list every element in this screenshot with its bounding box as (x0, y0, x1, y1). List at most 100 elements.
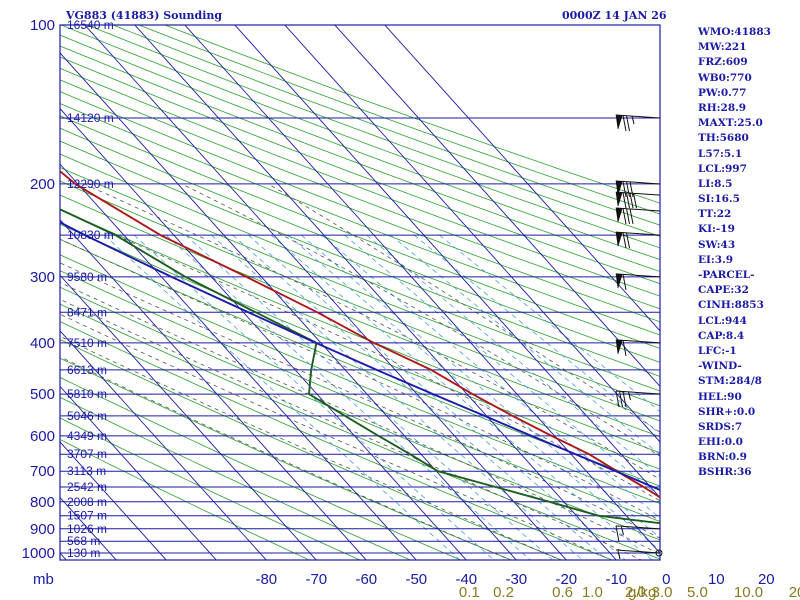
mixing-ratio-label: 5.0 (687, 584, 708, 600)
pressure-label: 200 (30, 176, 55, 193)
dry-adiabat (60, 396, 412, 560)
isotherm (60, 107, 467, 560)
height-label: 7510 m (67, 336, 107, 350)
wind-barb-400 (615, 339, 661, 356)
temperature-profile (60, 169, 660, 499)
height-label: 9580 m (67, 270, 107, 284)
pressure-label: 500 (30, 386, 55, 403)
wind-barb-half (631, 115, 635, 125)
index-entry: MAXT:25.0 (698, 117, 763, 130)
dry-adiabat (60, 270, 660, 522)
index-entry: LCL:944 (698, 314, 747, 327)
mixing-ratio-label: 10.0 (734, 584, 763, 600)
wind-barb-staff (615, 525, 661, 530)
isotherms (60, 25, 660, 560)
dry-adiabat (60, 91, 660, 323)
wind-barb-full (626, 208, 630, 225)
dry-adiabat (61, 25, 660, 249)
wind-barb-full (615, 390, 620, 408)
wind-barb-200 (615, 180, 661, 198)
dry-adiabat (60, 56, 660, 285)
dewpoint-profile (60, 208, 660, 525)
wind-barb-full (629, 192, 634, 209)
wind-barb-staff (615, 207, 661, 212)
mixing-ratio-unit-label: g/kg (628, 584, 656, 600)
wind-barb-full (622, 232, 627, 249)
index-entry: FRZ:609 (698, 56, 748, 69)
height-label: 3707 m (67, 447, 107, 461)
isotherm (334, 25, 660, 388)
dry-adiabat (60, 254, 660, 504)
wind-calm-circle (655, 549, 663, 557)
dry-adiabat (60, 321, 614, 560)
dry-adiabat (60, 223, 660, 470)
wind-barb-full (626, 115, 630, 132)
temperature-tick-label: -70 (305, 571, 327, 588)
isotherm (60, 441, 167, 560)
index-entry: BSHR:36 (698, 466, 752, 479)
temperature-tick-label: -20 (555, 571, 577, 588)
pressure-label: 100 (30, 17, 55, 34)
dry-adiabat (60, 34, 660, 261)
height-label: 5046 m (67, 409, 107, 423)
pressure-label: 800 (30, 494, 55, 511)
index-entry: CAPE:32 (698, 284, 749, 297)
wind-barb-full (622, 274, 627, 291)
isotherm (60, 385, 217, 560)
dry-adiabat (60, 238, 660, 487)
mixing-ratio-label: 2.0 (625, 584, 646, 600)
wind-barb-225 (615, 207, 661, 225)
dry-adiabat (60, 357, 513, 560)
dry-adiabat (60, 439, 311, 560)
height-label: 3113 m (67, 464, 106, 478)
height-label: 1026 m (67, 522, 107, 536)
index-entry: MW:221 (698, 41, 747, 54)
dry-adiabat (60, 376, 462, 560)
dry-adiabat (60, 127, 660, 363)
wind-barb-full (629, 208, 634, 225)
temperature-tick-label: -10 (605, 571, 627, 588)
pressure-label: 300 (30, 269, 55, 286)
wind-barb-500 (615, 390, 661, 408)
index-entry: SHR+:0.0 (698, 405, 756, 418)
index-entry: TH:5680 (698, 132, 749, 145)
height-label: 4349 m (67, 429, 107, 443)
index-entry: WMO:41883 (698, 26, 771, 38)
index-entry: -WIND- (698, 360, 742, 373)
dry-adiabat (60, 286, 660, 541)
index-entry: RH:28.9 (698, 101, 747, 114)
dry-adiabat (60, 45, 660, 272)
wind-barb-pennant (615, 207, 623, 223)
moist-adiabat (60, 356, 512, 560)
index-entry: LCL:997 (698, 162, 747, 175)
wind-barb-full (622, 181, 627, 198)
dry-adiabat (60, 339, 563, 560)
height-label: 130 m (67, 546, 100, 560)
height-label: 568 m (67, 534, 100, 548)
height-label: 16540 m (67, 18, 114, 32)
mixing-ratio-line (104, 234, 461, 560)
mixing-ratio-label: 3.0 (652, 584, 673, 600)
dry-adiabat (60, 303, 660, 560)
isotherm (60, 552, 67, 560)
pressure-label: 600 (30, 428, 55, 445)
height-label: 14120 m (67, 111, 114, 125)
isotherm (60, 163, 417, 560)
dry-adiabat (60, 153, 660, 392)
temperature-tick-label: -60 (355, 571, 377, 588)
isotherm (384, 25, 660, 332)
wind-barb-full (629, 181, 634, 198)
index-entry: STM:284/8 (698, 375, 762, 388)
wind-barb-full (619, 391, 623, 408)
dry-adiabat (60, 180, 660, 422)
index-entry: WB0:770 (698, 71, 752, 84)
index-entry: BRN:0.9 (698, 451, 747, 464)
height-label: 6613 m (67, 363, 107, 377)
height-label: 10830 m (67, 228, 114, 242)
wind-barb-staff (615, 191, 661, 196)
moist-adiabat (60, 298, 643, 560)
moist-adiabat (181, 183, 660, 457)
isotherm (284, 25, 660, 443)
wind-barb-1000 (615, 549, 661, 560)
wind-barb-full (622, 208, 627, 225)
